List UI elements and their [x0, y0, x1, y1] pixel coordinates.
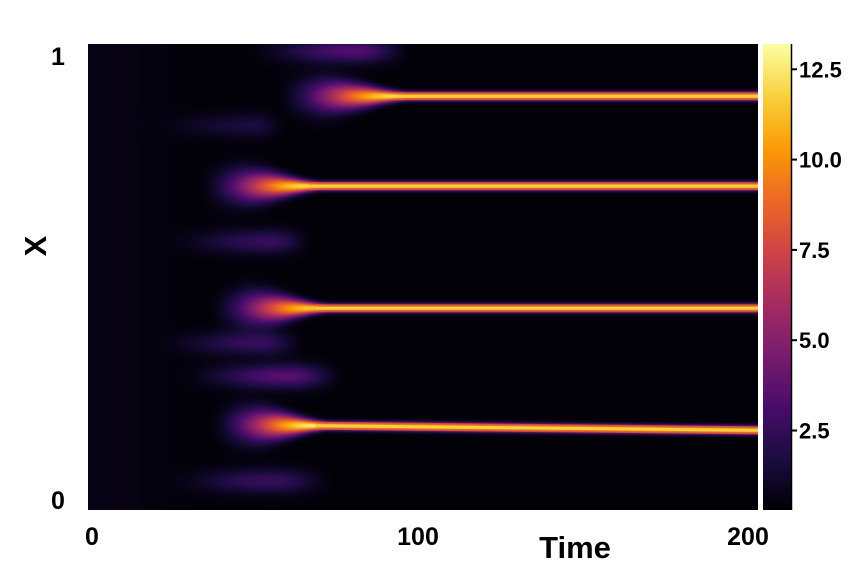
colorbar-ramp — [763, 44, 791, 510]
x-axis-label: Time — [539, 530, 611, 565]
colorbar: 2.5 5.0 7.5 10.0 12.5 — [763, 44, 842, 510]
heatmap-panel — [88, 44, 759, 510]
peak-track-1 — [315, 421, 759, 435]
x-tick-label-100: 100 — [397, 523, 439, 551]
y-axis-label: X — [18, 235, 53, 256]
colorbar-tick-label: 12.5 — [799, 57, 842, 82]
peak-track-core — [315, 424, 759, 432]
colorbar-ticks: 2.5 5.0 7.5 10.0 12.5 — [791, 57, 842, 444]
y-axis: 1 0 X — [18, 43, 65, 515]
colorbar-tick-label: 2.5 — [799, 419, 830, 444]
x-tick-label-200: 200 — [727, 523, 769, 551]
y-tick-label-0: 0 — [51, 487, 65, 515]
x-axis: 0 100 200 Time — [85, 523, 769, 565]
heatmap-image — [88, 44, 758, 510]
colorbar-tick-label: 10.0 — [799, 148, 842, 173]
x-tick-label-0: 0 — [85, 523, 99, 551]
colorbar-tick-label: 7.5 — [799, 238, 830, 263]
peak-tracks — [309, 92, 759, 435]
y-tick-label-1: 1 — [51, 43, 65, 71]
colorbar-tick-label: 5.0 — [799, 328, 830, 353]
